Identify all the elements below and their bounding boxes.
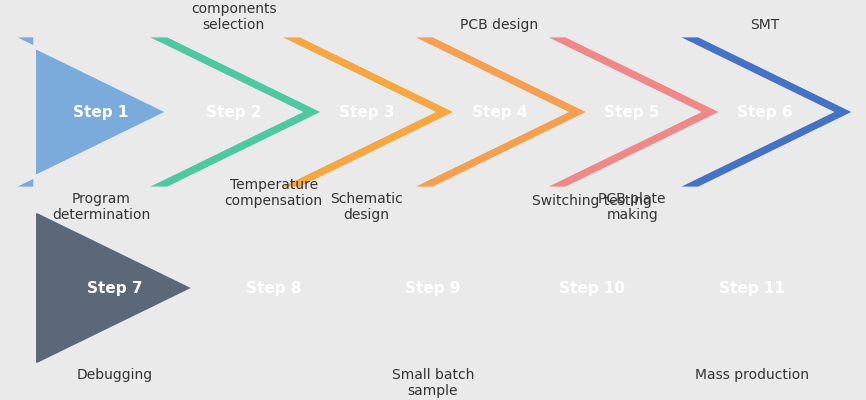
Text: Temperature
compensation: Temperature compensation: [224, 178, 323, 208]
Text: Debugging: Debugging: [76, 368, 152, 382]
Text: PCB design: PCB design: [461, 18, 539, 32]
Text: Step 4: Step 4: [472, 104, 527, 120]
Polygon shape: [410, 36, 589, 188]
Polygon shape: [675, 36, 855, 188]
Text: PCB plate
making: PCB plate making: [598, 192, 666, 222]
Text: Step 5: Step 5: [604, 104, 660, 120]
Polygon shape: [353, 212, 513, 364]
Text: Schematic
design: Schematic design: [330, 192, 403, 222]
Text: Mass production: Mass production: [695, 368, 809, 382]
Text: SMT: SMT: [750, 18, 779, 32]
Text: Step 3: Step 3: [339, 104, 394, 120]
Text: Small batch
sample: Small batch sample: [391, 368, 475, 398]
Text: Switching testing: Switching testing: [533, 194, 652, 208]
Text: Step 7: Step 7: [87, 280, 142, 296]
Text: Program
determination: Program determination: [52, 192, 150, 222]
Text: Step 2: Step 2: [206, 104, 262, 120]
Text: Step 10: Step 10: [559, 280, 625, 296]
Polygon shape: [543, 36, 721, 188]
Polygon shape: [277, 36, 456, 188]
Text: Step 8: Step 8: [246, 280, 301, 296]
Polygon shape: [35, 212, 194, 364]
Polygon shape: [145, 36, 323, 188]
Text: Step 1: Step 1: [74, 104, 129, 120]
Text: Step 11: Step 11: [719, 280, 785, 296]
Polygon shape: [11, 36, 167, 188]
Polygon shape: [513, 212, 672, 364]
Polygon shape: [194, 212, 353, 364]
Polygon shape: [672, 212, 831, 364]
Text: components
selection: components selection: [191, 2, 276, 32]
Text: Step 9: Step 9: [405, 280, 461, 296]
Text: Step 6: Step 6: [737, 104, 792, 120]
